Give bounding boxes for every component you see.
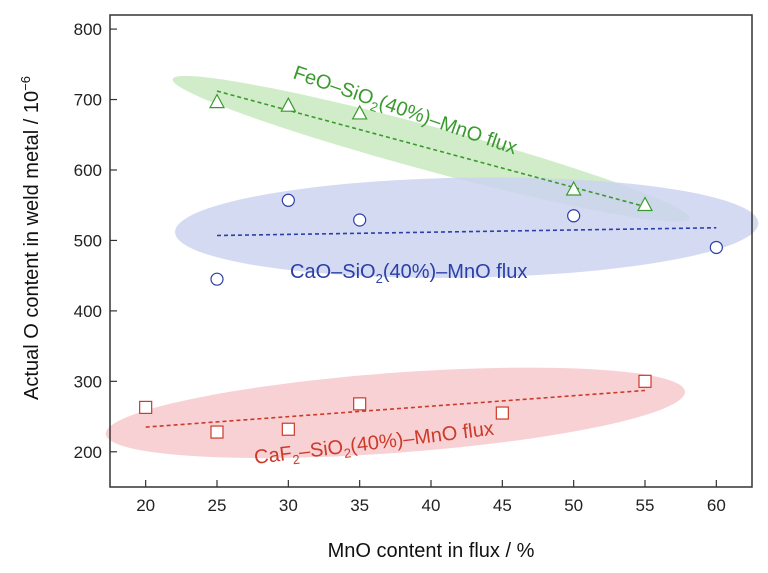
x-tick-label: 30 [279,496,298,515]
data-point-triangle [565,180,582,196]
y-axis-ticks: 200 300 400 500 600 700 800 [74,20,117,462]
series-label-subscript: 2 [343,445,352,461]
data-point-circle [281,193,295,207]
x-tick-label: 50 [564,496,583,515]
series-label: CaO–SiO2(40%)–MnO flux [290,261,527,286]
data-point-square [495,406,509,420]
data-point-circle [353,213,367,227]
x-tick-label: 35 [350,496,369,515]
x-tick-label: 40 [422,496,441,515]
y-axis-title-exponent: −6 [18,76,33,91]
y-tick-label: 200 [74,443,102,462]
y-tick-label: 600 [74,161,102,180]
y-axis-title-main: Actual O content in weld metal / 10 [21,91,43,400]
x-tick-label: 20 [136,496,155,515]
x-tick-label: 25 [208,496,227,515]
data-point-square [210,425,224,439]
data-point-square [139,400,153,414]
y-axis-title: Actual O content in weld metal / 10−6 [18,76,43,400]
series-label-subscript: 2 [376,271,383,286]
series-label-text: CaO–SiO [290,261,376,283]
data-point-triangle [208,93,226,109]
y-tick-label: 500 [74,231,102,250]
x-tick-label: 55 [636,496,655,515]
data-point-square [638,374,652,388]
x-axis-ticks: 20 25 30 35 40 45 50 55 60 [136,480,726,515]
data-markers [139,93,723,439]
trend-line [216,226,717,237]
data-point-square [281,422,295,436]
x-tick-label: 45 [493,496,512,515]
series-label-text: CaF [253,443,293,469]
series-label-text: –SiO [298,436,345,463]
series-shade [175,177,759,278]
series-label-subscript: 2 [292,452,301,468]
data-point-triangle [351,104,368,120]
y-tick-label: 800 [74,20,102,39]
x-axis-title: MnO content in flux / % [328,540,535,562]
y-tick-label: 400 [74,302,102,321]
data-point-triangle [636,196,654,212]
y-tick-label: 700 [74,91,102,110]
data-point-circle [567,209,581,223]
y-tick-label: 300 [74,372,102,391]
data-point-circle [210,272,224,286]
data-point-circle [709,240,723,255]
data-point-triangle [280,96,297,112]
data-point-square [353,397,367,411]
x-tick-label: 60 [707,496,726,515]
series-shade [105,367,685,458]
series-shading [105,75,759,458]
series-label-subscript: 2 [368,99,380,116]
series-label-text: (40%)–MnO flux [383,261,528,283]
